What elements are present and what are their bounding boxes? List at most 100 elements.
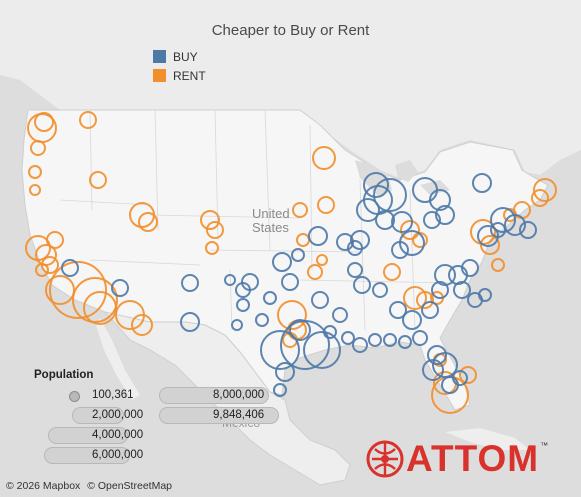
buy-city-marker[interactable] — [303, 331, 341, 369]
rent-city-marker[interactable] — [34, 112, 54, 132]
buy-city-marker[interactable] — [241, 273, 259, 291]
buy-city-marker[interactable] — [452, 370, 468, 386]
rent-city-marker[interactable] — [491, 258, 505, 272]
buy-city-marker[interactable] — [111, 279, 129, 297]
buy-city-marker[interactable] — [422, 359, 444, 381]
buy-city-marker[interactable] — [308, 226, 328, 246]
buy-city-marker[interactable] — [519, 221, 537, 239]
rent-city-marker[interactable] — [29, 184, 41, 196]
mapbox-attribution[interactable]: © 2026 Mapbox — [6, 480, 81, 492]
rent-city-marker[interactable] — [46, 231, 64, 249]
rent-city-marker[interactable] — [531, 189, 549, 207]
buy-city-marker[interactable] — [472, 173, 492, 193]
buy-city-marker[interactable] — [61, 259, 79, 277]
buy-city-marker[interactable] — [181, 274, 199, 292]
buy-city-marker[interactable] — [289, 319, 311, 341]
rent-city-marker[interactable] — [383, 263, 401, 281]
buy-city-marker[interactable] — [453, 281, 471, 299]
buy-city-marker[interactable] — [391, 241, 409, 259]
osm-attribution[interactable]: © OpenStreetMap — [87, 480, 172, 492]
rent-city-marker[interactable] — [317, 196, 335, 214]
rent-city-marker[interactable] — [79, 111, 97, 129]
buy-city-marker[interactable] — [435, 205, 455, 225]
buy-city-marker[interactable] — [275, 362, 295, 382]
rent-city-marker[interactable] — [49, 261, 107, 319]
buy-city-marker[interactable] — [434, 264, 456, 286]
buy-city-marker[interactable] — [224, 274, 236, 286]
map-attribution[interactable]: © 2026 Mapbox © OpenStreetMap — [6, 480, 176, 492]
buy-city-marker[interactable] — [427, 345, 447, 365]
rent-city-marker[interactable] — [459, 366, 477, 384]
buy-city-marker[interactable] — [272, 252, 292, 272]
rent-city-marker[interactable] — [400, 220, 420, 240]
legend-item-rent[interactable]: RENT — [153, 66, 206, 85]
rent-city-marker[interactable] — [316, 254, 328, 266]
buy-city-marker[interactable] — [421, 301, 439, 319]
buy-city-marker[interactable] — [383, 333, 397, 347]
rent-city-marker[interactable] — [205, 241, 219, 255]
rent-city-marker[interactable] — [30, 140, 46, 156]
size-value-2: 2,000,000 — [92, 409, 144, 421]
buy-city-marker[interactable] — [432, 352, 458, 378]
buy-city-marker[interactable] — [363, 172, 389, 198]
rent-city-marker[interactable] — [533, 178, 557, 202]
buy-city-marker[interactable] — [398, 335, 412, 349]
buy-city-marker[interactable] — [478, 288, 492, 302]
buy-city-marker[interactable] — [263, 291, 277, 305]
buy-city-marker[interactable] — [353, 276, 371, 294]
rent-city-marker[interactable] — [307, 264, 323, 280]
rent-city-marker[interactable] — [403, 286, 427, 310]
rent-city-marker[interactable] — [89, 171, 107, 189]
buy-city-marker[interactable] — [341, 331, 355, 345]
buy-city-marker[interactable] — [260, 330, 300, 370]
buy-city-marker[interactable] — [373, 178, 407, 212]
buy-city-marker[interactable] — [504, 214, 526, 236]
buy-city-marker[interactable] — [368, 333, 382, 347]
buy-city-marker[interactable] — [391, 211, 413, 233]
rent-city-marker[interactable] — [131, 314, 153, 336]
buy-city-marker[interactable] — [281, 273, 299, 291]
rent-city-marker[interactable] — [138, 212, 158, 232]
buy-city-marker[interactable] — [180, 312, 200, 332]
buy-city-marker[interactable] — [231, 319, 243, 331]
buy-city-marker[interactable] — [402, 310, 422, 330]
buy-city-marker[interactable] — [332, 307, 348, 323]
buy-city-marker[interactable] — [431, 281, 449, 299]
buy-city-marker[interactable] — [461, 259, 479, 277]
buy-city-marker[interactable] — [323, 325, 337, 339]
color-legend[interactable]: BUY RENT — [153, 47, 206, 85]
buy-city-marker[interactable] — [356, 198, 380, 222]
rent-city-marker[interactable] — [277, 300, 307, 330]
buy-city-marker[interactable] — [429, 189, 451, 211]
buy-city-marker[interactable] — [350, 230, 370, 250]
buy-city-marker[interactable] — [412, 330, 428, 346]
rent-city-marker[interactable] — [312, 146, 336, 170]
rent-city-marker[interactable] — [35, 263, 49, 277]
rent-city-marker[interactable] — [72, 277, 118, 323]
buy-city-marker[interactable] — [423, 211, 441, 229]
buy-city-marker[interactable] — [236, 298, 250, 312]
rent-city-marker[interactable] — [28, 165, 42, 179]
buy-city-marker[interactable] — [389, 301, 407, 319]
great-lakes — [355, 160, 450, 198]
legend-item-buy[interactable]: BUY — [153, 47, 206, 66]
buy-city-marker[interactable] — [372, 282, 388, 298]
buy-city-marker[interactable] — [352, 337, 368, 353]
buy-city-marker[interactable] — [490, 222, 506, 238]
rent-city-marker[interactable] — [480, 235, 500, 255]
rent-city-marker[interactable] — [416, 291, 434, 309]
buy-city-marker[interactable] — [375, 210, 395, 230]
chart-title: Cheaper to Buy or Rent — [211, 22, 370, 39]
buy-city-marker[interactable] — [273, 383, 287, 397]
buy-city-marker[interactable] — [347, 262, 363, 278]
buy-city-marker[interactable] — [311, 291, 329, 309]
rent-city-marker[interactable] — [292, 202, 308, 218]
rent-city-marker[interactable] — [83, 291, 117, 325]
buy-city-marker[interactable] — [490, 207, 516, 233]
rent-city-marker[interactable] — [200, 210, 220, 230]
buy-city-marker[interactable] — [255, 313, 269, 327]
rent-city-marker[interactable] — [45, 275, 75, 305]
rent-city-marker[interactable] — [206, 221, 224, 239]
buy-city-marker[interactable] — [291, 248, 305, 262]
